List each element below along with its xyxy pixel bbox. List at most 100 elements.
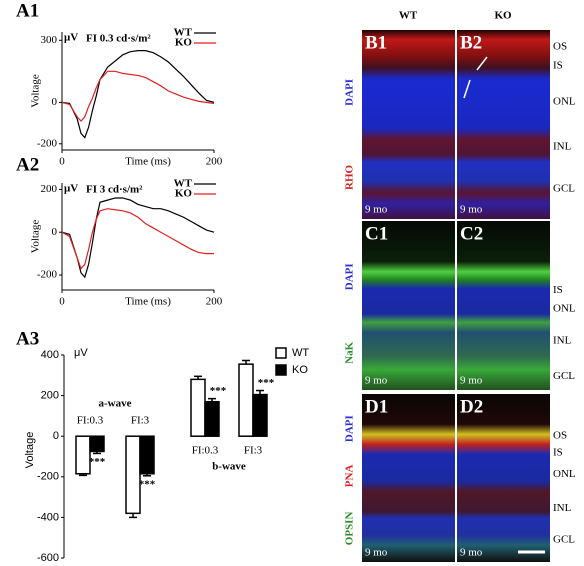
panel-label: D1 [365, 396, 388, 417]
chart-title: FI 3 cd·s/m² [86, 184, 143, 196]
x-tick-label: 0 [59, 296, 65, 308]
panel-label: C1 [365, 223, 388, 244]
significance: *** [258, 377, 275, 389]
age-label: 9 mo [365, 375, 388, 387]
x-tick-label: 200 [206, 296, 223, 308]
bar [75, 435, 91, 475]
panel-label: D2 [460, 396, 483, 417]
panel-label: B2 [460, 32, 482, 53]
legend-label: WT [174, 27, 193, 39]
micrograph [362, 394, 455, 562]
column-header: KO [494, 10, 512, 22]
y-tick-label: 0 [53, 430, 59, 442]
y-tick-label: 300 [41, 34, 58, 46]
panel-label: A2 [16, 154, 39, 175]
y-axis-label: Voltage [30, 220, 42, 254]
arrow [476, 56, 488, 71]
legend-label: KO [175, 188, 193, 200]
micrograph [362, 30, 455, 219]
panel-label: A1 [16, 0, 39, 21]
layer-label: ONL [553, 468, 576, 480]
line-series [61, 50, 215, 139]
age-label: 9 mo [460, 375, 483, 387]
significance: *** [210, 385, 227, 397]
bar [89, 435, 105, 453]
x-axis-label: Time (ms) [125, 156, 171, 168]
x-tick-label: FI:0.3 [77, 415, 104, 427]
y-tick-label: 200 [41, 183, 58, 195]
line-series [61, 197, 215, 279]
y-unit: μV [64, 32, 78, 44]
legend-swatch [275, 347, 287, 359]
legend-label: WT [174, 178, 193, 190]
y-tick-label: -600 [37, 552, 59, 564]
x-tick-label: FI:3 [131, 415, 150, 427]
y-tick-label: 0 [52, 96, 58, 108]
y-tick-label: -200 [37, 471, 59, 483]
bar [190, 378, 206, 437]
layer-label: IS [553, 446, 563, 458]
chart-title: FI 0.3 cd·s/m² [86, 33, 151, 45]
significance: *** [89, 456, 106, 468]
layer-label: OS [553, 430, 567, 442]
x-axis-label: Time (ms) [125, 296, 171, 308]
micrograph [457, 30, 550, 219]
layer-label: ONL [553, 95, 576, 107]
y-tick-label: -200 [37, 269, 58, 281]
layer-label: INL [553, 335, 572, 347]
x-tick-label: 200 [206, 156, 223, 168]
legend-label: KO [292, 364, 308, 376]
y-unit: μV [74, 347, 88, 359]
group-label: b-wave [212, 461, 246, 473]
significance: *** [139, 478, 156, 490]
x-tick-label: 0 [59, 156, 65, 168]
layer-label: GCL [553, 370, 575, 382]
stain-label: DAPI [344, 415, 356, 442]
micrographs [362, 30, 550, 562]
y-tick-label: 0 [52, 226, 58, 238]
layer-label: INL [553, 141, 572, 153]
bar [238, 363, 254, 437]
layer-label: ONL [553, 302, 576, 314]
panel-label: C2 [460, 223, 483, 244]
layer-label: GCL [553, 182, 575, 194]
group-label: a-wave [99, 398, 132, 410]
micrograph [457, 221, 550, 390]
stain-label: PNA [344, 465, 356, 488]
age-label: 9 mo [365, 547, 388, 559]
y-tick-label: 400 [41, 349, 59, 361]
y-unit: μV [64, 183, 78, 195]
layer-label: INL [553, 502, 572, 514]
x-tick-label: FI:0.3 [192, 445, 219, 457]
bar [139, 435, 155, 475]
stain-label: DAPI [344, 263, 356, 290]
y-tick-label: 200 [41, 390, 59, 402]
y-axis-label: Voltage [30, 74, 42, 108]
arrow [463, 79, 471, 99]
x-tick-label: FI:3 [244, 445, 263, 457]
bar [252, 393, 268, 437]
legend-swatch [275, 364, 287, 376]
age-label: 9 mo [365, 204, 388, 216]
stain-label: DAPI [344, 79, 356, 106]
bar [204, 400, 220, 437]
stain-label: OPSIN [344, 512, 356, 546]
bar [125, 435, 141, 515]
panel-label: B1 [365, 32, 387, 53]
y-tick-label: -200 [37, 137, 58, 149]
y-axis-label: Voltage [24, 432, 36, 469]
layer-label: IS [553, 284, 563, 296]
stain-label: RHO [344, 164, 356, 190]
column-header: WT [399, 10, 418, 22]
line-series [61, 208, 214, 270]
legend-label: KO [175, 37, 193, 49]
age-label: 9 mo [460, 204, 483, 216]
age-label: 9 mo [460, 547, 483, 559]
micrograph [362, 221, 455, 390]
y-tick-label: -400 [37, 511, 59, 523]
line-series [61, 70, 215, 122]
layer-label: IS [553, 59, 563, 71]
micrograph [457, 394, 550, 562]
layer-label: OS [553, 41, 567, 53]
